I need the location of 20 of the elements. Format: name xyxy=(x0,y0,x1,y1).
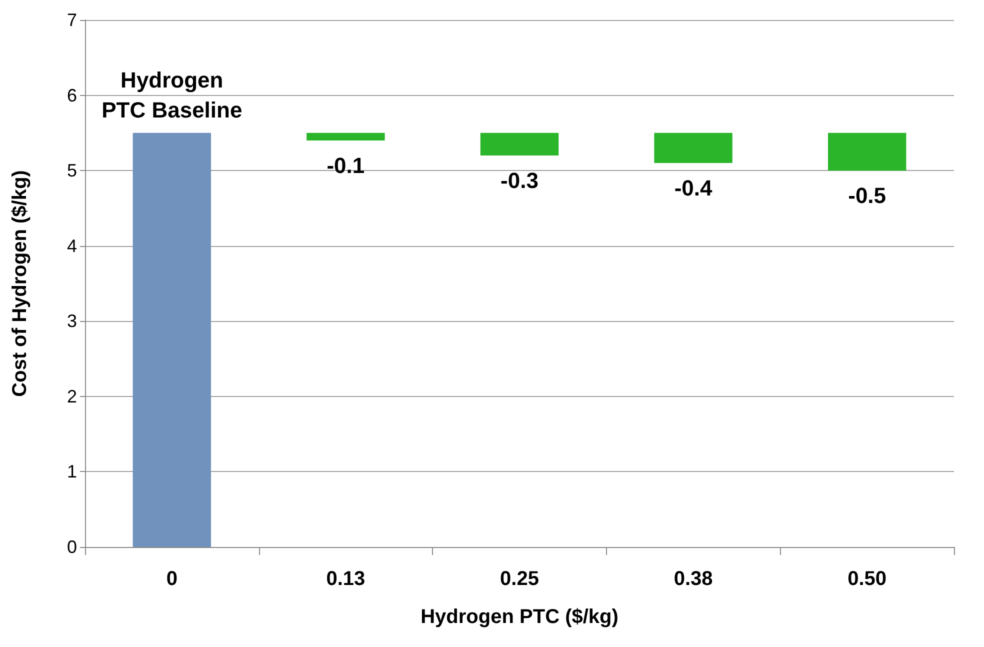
x-tick-label: 0 xyxy=(166,568,178,590)
y-tick-label: 0 xyxy=(66,537,77,557)
x-tick-label: 0.25 xyxy=(500,568,539,590)
x-tick-label: 0.13 xyxy=(326,568,366,590)
y-tick-label: 7 xyxy=(66,10,77,30)
y-tick-label: 4 xyxy=(66,236,77,256)
y-tick-label: 6 xyxy=(66,85,77,106)
y-tick-label: 1 xyxy=(66,462,77,482)
y-axis-title: Cost of Hydrogen ($/kg) xyxy=(9,170,31,397)
data-label: -0.3 xyxy=(500,168,538,194)
y-tick-label: 5 xyxy=(66,160,77,181)
y-tick-label: 2 xyxy=(66,386,77,406)
y-tick-label: 3 xyxy=(66,311,77,332)
annotation: Hydrogen PTC Baseline xyxy=(102,67,242,122)
x-tick-label: 0.38 xyxy=(674,568,713,590)
x-axis-title: Hydrogen PTC ($/kg) xyxy=(420,606,618,628)
data-label: -0.4 xyxy=(674,176,714,201)
data-label: -0.1 xyxy=(326,152,365,178)
x-tick-label: 0.50 xyxy=(848,568,887,590)
data-label: -0.5 xyxy=(848,183,886,208)
